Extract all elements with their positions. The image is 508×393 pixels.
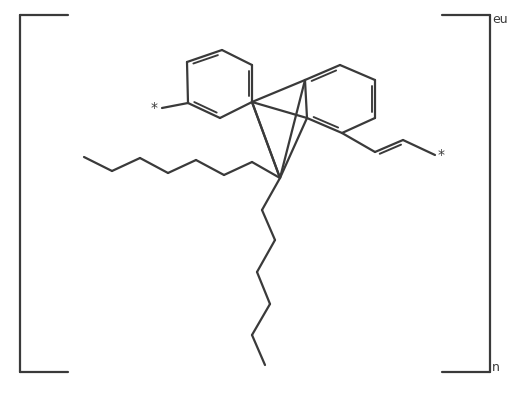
Text: *: * [438, 148, 445, 162]
Text: n: n [492, 361, 500, 374]
Text: *: * [151, 101, 158, 115]
Text: eu: eu [492, 13, 507, 26]
